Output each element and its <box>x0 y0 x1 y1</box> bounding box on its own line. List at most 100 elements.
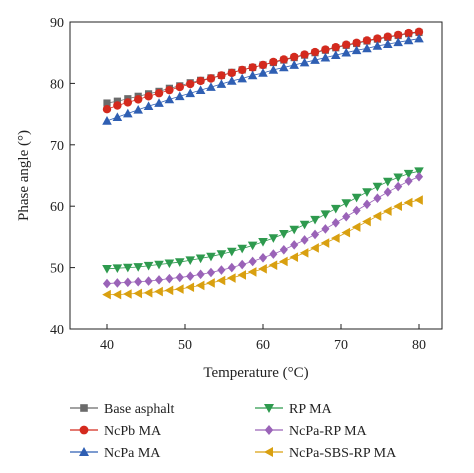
data-point <box>247 241 258 251</box>
data-point <box>216 275 226 286</box>
data-point <box>258 237 268 247</box>
data-point <box>144 92 153 101</box>
x-tick-label: 70 <box>334 338 348 353</box>
data-point <box>258 252 268 263</box>
legend-marker <box>264 425 274 435</box>
y-tick-label: 60 <box>50 200 64 215</box>
y-tick-label: 50 <box>50 262 64 277</box>
data-point <box>403 35 414 45</box>
data-point <box>165 85 174 95</box>
data-point <box>102 104 112 114</box>
data-point <box>352 38 361 48</box>
data-point <box>123 277 132 288</box>
data-point <box>154 286 163 297</box>
data-point <box>289 60 299 69</box>
data-point <box>310 243 319 253</box>
data-point <box>414 33 424 43</box>
data-point <box>154 98 164 107</box>
data-point <box>195 280 205 291</box>
data-point <box>123 98 133 107</box>
legend-item: NcPa-SBS-RP MA <box>255 446 397 461</box>
data-point <box>185 282 195 293</box>
data-point <box>268 234 279 243</box>
data-point <box>404 28 413 38</box>
data-point <box>341 227 351 238</box>
data-point <box>342 211 351 222</box>
x-tick-label: 80 <box>412 338 426 353</box>
data-point <box>227 262 236 273</box>
data-point <box>299 57 310 67</box>
data-point <box>227 76 237 85</box>
data-point <box>300 235 309 245</box>
data-point <box>133 288 143 299</box>
data-point <box>113 97 121 105</box>
data-point <box>216 79 227 88</box>
data-point <box>134 95 143 104</box>
data-point <box>247 70 258 80</box>
data-point <box>320 238 330 248</box>
data-point <box>206 74 216 83</box>
data-point <box>310 55 320 64</box>
data-point <box>112 264 123 274</box>
legend-item: NcPa MA <box>70 446 161 461</box>
data-point <box>373 193 382 204</box>
data-point <box>143 261 154 271</box>
data-point <box>123 263 133 273</box>
y-tick-label: 80 <box>50 77 64 92</box>
data-point <box>112 289 122 300</box>
data-point <box>320 210 331 219</box>
data-point <box>269 57 278 67</box>
data-point <box>217 71 226 80</box>
x-axis-ticks: 40 50 60 70 80 <box>100 324 426 353</box>
data-point <box>330 233 340 243</box>
data-point <box>268 65 279 74</box>
data-point <box>164 285 174 296</box>
data-point <box>227 68 236 78</box>
data-point <box>372 211 382 221</box>
data-point <box>102 264 112 274</box>
data-point <box>393 37 403 47</box>
legend-label: NcPa MA <box>104 446 161 461</box>
data-point <box>174 258 185 267</box>
data-point <box>227 273 236 283</box>
data-point <box>393 173 403 183</box>
data-point <box>403 169 414 179</box>
data-point <box>330 50 341 59</box>
data-point <box>206 278 215 288</box>
data-point <box>248 256 257 267</box>
data-point <box>362 43 372 53</box>
data-point <box>279 229 289 239</box>
data-point <box>321 224 330 234</box>
series-ncpb-ma <box>102 27 424 114</box>
data-point <box>227 247 237 257</box>
data-point <box>352 205 361 216</box>
data-point <box>216 250 227 259</box>
data-point <box>383 206 392 216</box>
data-point <box>331 42 340 52</box>
data-point <box>362 188 372 197</box>
data-point <box>174 284 184 294</box>
legend-item: NcPa-RP MA <box>255 424 368 439</box>
data-point <box>185 256 196 266</box>
data-point <box>351 45 362 55</box>
data-point <box>383 32 392 41</box>
data-point <box>134 276 143 287</box>
data-point <box>373 34 382 43</box>
data-point <box>237 65 247 75</box>
data-point <box>102 116 112 125</box>
data-point <box>154 275 164 285</box>
data-point <box>393 30 403 40</box>
data-point <box>112 112 123 122</box>
data-point <box>331 217 340 228</box>
data-point <box>143 287 153 298</box>
legend-marker <box>264 447 273 457</box>
legend: Base asphalt NcPb MA NcPa MA RP MA NcPa-RP M… <box>70 402 397 461</box>
series-rp-ma <box>102 167 424 274</box>
data-point <box>238 259 247 270</box>
data-point <box>279 62 289 72</box>
data-point <box>102 278 112 289</box>
data-point <box>143 101 154 110</box>
data-point <box>206 252 216 262</box>
data-point <box>310 229 320 240</box>
data-point <box>310 47 320 57</box>
